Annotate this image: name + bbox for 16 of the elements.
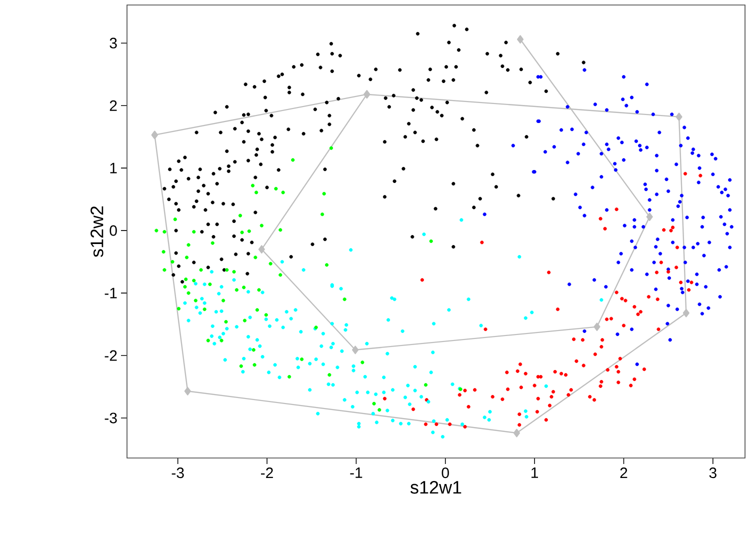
x-axis-title: s12w1 <box>410 480 462 494</box>
y-tick-label: 0 <box>110 225 117 236</box>
x-tick-label: 3 <box>709 468 716 478</box>
x-tick-label: 1 <box>532 468 538 478</box>
y-tick-label: -3 <box>104 412 117 424</box>
y-tick-label: -1 <box>104 288 117 298</box>
x-tick-label: 0 <box>442 468 449 478</box>
y-tick-label: 3 <box>110 38 117 48</box>
y-axis-title: s12w2 <box>90 206 104 258</box>
y-tick-label: 1 <box>110 162 117 174</box>
x-tick-label: -1 <box>350 468 362 478</box>
x-tick-label: 2 <box>620 468 628 478</box>
y-tick-label: 2 <box>110 100 117 111</box>
x-tick-label: -2 <box>261 468 273 478</box>
x-tick-label: -3 <box>172 468 184 478</box>
y-tick-label: -2 <box>104 350 117 361</box>
